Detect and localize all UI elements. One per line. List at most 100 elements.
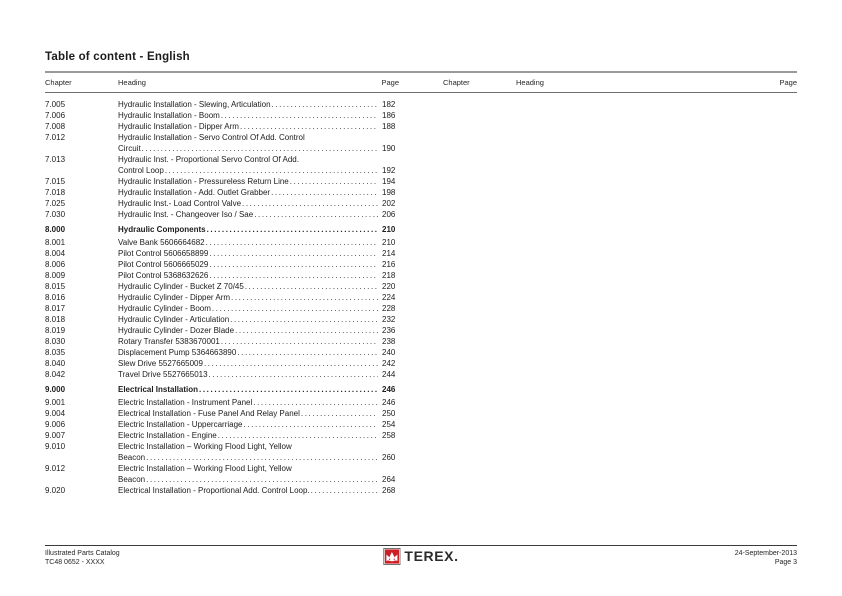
header-bottom-rule	[45, 92, 797, 93]
toc-heading-line: Pilot Control 5368632626 218	[118, 270, 399, 281]
column-header-chapter: Chapter	[443, 78, 470, 87]
header-top-rule	[45, 71, 797, 73]
toc-heading-line: Hydraulic Components 210	[118, 224, 399, 235]
toc-dot-leader	[235, 325, 378, 336]
toc-chapter: 8.040	[45, 359, 66, 368]
toc-heading-line: Hydraulic Installation - Boom 186	[118, 110, 399, 121]
toc-chapter: 9.007	[45, 431, 66, 440]
toc-heading-line: Hydraulic Cylinder - Dozer Blade 236	[118, 325, 399, 336]
toc-heading-line: Displacement Pump 5364663890 240	[118, 347, 399, 358]
toc-row: 7.013 Hydraulic Inst. - Proportional Serv…	[45, 154, 399, 176]
toc-heading-block: Pilot Control 5606665029 216	[118, 259, 399, 270]
toc-chapter: 7.030	[45, 210, 66, 219]
toc-page-number: 210	[382, 225, 396, 234]
toc-heading-block: Electric Installation - Instrument Panel…	[118, 397, 399, 408]
toc-row: 9.007 Electric Installation - Engine 258	[45, 430, 399, 441]
toc-dot-leader	[237, 347, 378, 358]
toc-row: 8.004 Pilot Control 5606658899 214	[45, 248, 399, 259]
toc-row: 8.030 Rotary Transfer 5383670001 238	[45, 336, 399, 347]
toc-page-number: 240	[382, 348, 396, 357]
toc-row: 7.006 Hydraulic Installation - Boom 186	[45, 110, 399, 121]
toc-row: 8.019 Hydraulic Cylinder - Dozer Blade 236	[45, 325, 399, 336]
toc-heading-block: Rotary Transfer 5383670001 238	[118, 336, 399, 347]
toc-heading-line: Hydraulic Installation - Add. Outlet Gra…	[118, 187, 399, 198]
toc-heading-line: Rotary Transfer 5383670001 238	[118, 336, 399, 347]
toc-entries-right	[443, 99, 797, 496]
toc-heading-line: Electrical Installation - Fuse Panel And…	[118, 408, 399, 419]
toc-heading-line: Slew Drive 5527665009 242	[118, 358, 399, 369]
toc-page-number: 260	[382, 453, 396, 462]
toc-entries-left: 7.005 Hydraulic Installation - Slewing, A…	[45, 99, 399, 496]
footer-catalog-title: Illustrated Parts Catalog	[45, 550, 120, 557]
column-header-page: Page	[381, 78, 399, 87]
toc-dot-leader	[271, 187, 378, 198]
toc-heading-text: Electric Installation - Engine	[118, 431, 217, 440]
toc-page-number: 224	[382, 293, 396, 302]
toc-page-number: 186	[382, 111, 396, 120]
toc-dot-leader	[212, 303, 378, 314]
toc-heading-text: Hydraulic Installation - Add. Outlet Gra…	[118, 188, 271, 197]
toc-content: 7.005 Hydraulic Installation - Slewing, A…	[45, 99, 797, 496]
toc-page-number: 232	[382, 315, 396, 324]
toc-dot-leader	[142, 143, 378, 154]
toc-heading-text: Electrical Installation	[118, 385, 199, 394]
toc-heading-block: Electric Installation - Uppercarriage 254	[118, 419, 399, 430]
toc-heading-line: Electric Installation – Working Flood Li…	[118, 463, 399, 474]
terex-logo: TEREX.	[383, 548, 458, 565]
toc-row: 7.025 Hydraulic Inst.- Load Control Valve…	[45, 198, 399, 209]
toc-dot-leader	[165, 165, 378, 176]
toc-page-number: 188	[382, 122, 396, 131]
toc-heading-text: Pilot Control 5606658899	[118, 249, 209, 258]
toc-chapter: 9.012	[45, 464, 66, 473]
toc-row: 8.018 Hydraulic Cylinder - Articulation 23…	[45, 314, 399, 325]
toc-heading-block: Hydraulic Installation - Pressureless Re…	[118, 176, 399, 187]
toc-heading-text: Hydraulic Cylinder - Dipper Arm	[118, 293, 231, 302]
toc-heading-block: Hydraulic Installation - Servo Control O…	[118, 132, 399, 154]
toc-row: 9.020 Electrical Installation - Proportio…	[45, 485, 399, 496]
toc-page-number: 258	[382, 431, 396, 440]
toc-heading-line: Electric Installation - Instrument Panel…	[118, 397, 399, 408]
toc-heading-line: Hydraulic Installation - Dipper Arm 188	[118, 121, 399, 132]
toc-heading-text: Control Loop	[118, 166, 164, 175]
toc-heading-line: Hydraulic Cylinder - Dipper Arm 224	[118, 292, 399, 303]
column-headers-right: Chapter Heading Page	[443, 78, 797, 87]
toc-chapter: 7.012	[45, 133, 66, 142]
toc-heading-block: Pilot Control 5606658899 214	[118, 248, 399, 259]
toc-heading-text: Hydraulic Inst. - Changeover Iso / Sae	[118, 210, 254, 219]
toc-row: 8.035 Displacement Pump 5364663890 240	[45, 347, 399, 358]
toc-heading-text: Hydraulic Cylinder - Bucket Z 70/45	[118, 282, 244, 291]
column-header-chapter: Chapter	[45, 78, 72, 87]
toc-page-number: 268	[382, 486, 396, 495]
toc-heading-line: Hydraulic Cylinder - Articulation 232	[118, 314, 399, 325]
toc-page-number: 254	[382, 420, 396, 429]
toc-chapter: 8.042	[45, 370, 66, 379]
toc-page-number: 246	[382, 398, 396, 407]
toc-chapter: 8.019	[45, 326, 66, 335]
toc-heading-block: Hydraulic Installation - Dipper Arm 188	[118, 121, 399, 132]
toc-heading-block: Electric Installation – Working Flood Li…	[118, 463, 399, 485]
toc-heading-block: Hydraulic Inst. - Changeover Iso / Sae 20…	[118, 209, 399, 220]
toc-heading-text: Hydraulic Inst.- Load Control Valve	[118, 199, 242, 208]
toc-row: 8.015 Hydraulic Cylinder - Bucket Z 70/45…	[45, 281, 399, 292]
toc-page-number: 192	[382, 166, 396, 175]
toc-chapter: 8.030	[45, 337, 66, 346]
toc-page-number: 218	[382, 271, 396, 280]
toc-heading-line: Hydraulic Cylinder - Boom 228	[118, 303, 399, 314]
toc-heading-block: Hydraulic Cylinder - Dipper Arm 224	[118, 292, 399, 303]
toc-heading-text: Hydraulic Installation - Boom	[118, 111, 220, 120]
toc-heading-text: Electric Installation - Instrument Panel	[118, 398, 253, 407]
toc-chapter: 9.004	[45, 409, 66, 418]
toc-chapter: 8.004	[45, 249, 66, 258]
toc-heading-block: Valve Bank 5606664682 210	[118, 237, 399, 248]
toc-dot-leader	[204, 358, 378, 369]
toc-row: 8.016 Hydraulic Cylinder - Dipper Arm 224	[45, 292, 399, 303]
toc-dot-leader	[209, 270, 378, 281]
toc-heading-block: Hydraulic Installation - Boom 186	[118, 110, 399, 121]
toc-page-number: 228	[382, 304, 396, 313]
toc-heading-text: Beacon	[118, 475, 146, 484]
toc-row: 9.000 Electrical Installation 246	[45, 384, 399, 395]
toc-heading-line: Hydraulic Cylinder - Bucket Z 70/45 220	[118, 281, 399, 292]
toc-dot-leader	[230, 314, 378, 325]
toc-dot-leader	[272, 99, 378, 110]
